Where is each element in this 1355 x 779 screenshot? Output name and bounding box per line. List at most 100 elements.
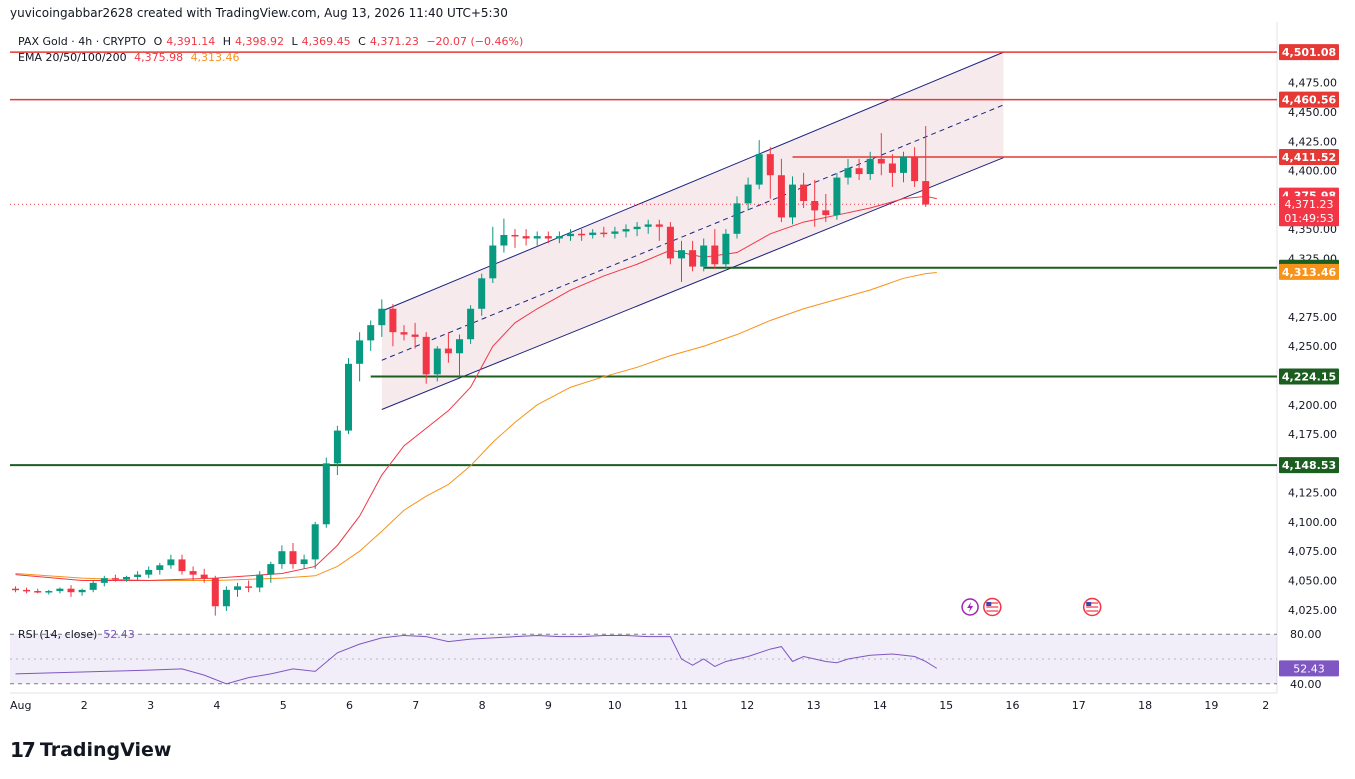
level-tag-5-bg (1279, 457, 1339, 474)
rsi-label[interactable]: RSI (14, close) (18, 628, 98, 641)
candle-body (533, 236, 541, 239)
ema20-value: 4,375.98 (134, 51, 184, 64)
candle-body (289, 551, 297, 565)
candle-body (478, 278, 486, 309)
candle-body (766, 154, 774, 176)
candle-body (500, 234, 508, 246)
tradingview-logo[interactable]: 17 TradingView (10, 738, 171, 762)
candle-body (256, 574, 264, 588)
price-tag-bg-1 (1279, 196, 1339, 227)
ema20-line (15, 195, 937, 581)
y-tick-label: 4,425.00 (1288, 135, 1337, 148)
x-tick-label: 3 (147, 699, 154, 712)
candle-body (633, 226, 641, 230)
candle-body (145, 569, 153, 575)
candle-body (755, 154, 763, 185)
close-value: 4,371.23 (369, 35, 419, 48)
low-value: 4,369.45 (301, 35, 351, 48)
candle-body (589, 232, 597, 235)
candle-body (156, 565, 164, 570)
rsi-line (15, 634, 938, 685)
rsi-value-tag: 52.43 (1293, 662, 1325, 675)
candle-body (267, 564, 275, 575)
y-tick-label: 4,075.00 (1288, 545, 1337, 558)
tradingview-logo-icon: 17 (10, 738, 36, 762)
rsi-upper-label: 80.00 (1290, 628, 1322, 641)
close-label: C (358, 35, 366, 48)
candle-body (89, 582, 97, 590)
channel-fill (381, 52, 1004, 410)
x-tick-label: 18 (1138, 699, 1152, 712)
x-tick-label: Aug (10, 699, 31, 712)
y-tick-label: 4,250.00 (1288, 340, 1337, 353)
y-tick-label: 4,175.00 (1288, 428, 1337, 441)
candle-body (888, 163, 896, 173)
open-label: O (153, 35, 163, 48)
symbol-legend[interactable]: PAX Gold · 4h · CRYPTO O 4,391.14 H 4,398.… (18, 35, 527, 48)
candle-body (511, 234, 519, 237)
y-tick-label: 4,475.00 (1288, 77, 1337, 90)
y-tick-label: 4,200.00 (1288, 399, 1337, 412)
y-tick-label: 4,025.00 (1288, 604, 1337, 617)
candle-body (700, 245, 708, 267)
candle-body (356, 340, 364, 364)
candle-body (45, 591, 53, 593)
x-tick-label: 6 (346, 699, 353, 712)
candle-body (922, 181, 930, 205)
flag-canton (1086, 602, 1092, 606)
level-tag-2-bg (1279, 149, 1339, 166)
x-tick-label: 9 (545, 699, 552, 712)
candle-body (389, 308, 397, 333)
x-tick-label: 5 (280, 699, 287, 712)
candle-body (555, 236, 563, 239)
channel-upper-line (381, 51, 1004, 312)
lightning-glyph-icon (967, 602, 974, 612)
candle-body (622, 229, 630, 232)
candle-body (833, 177, 841, 216)
level-tag-0: 4,501.08 (1282, 46, 1336, 59)
candle-body (644, 224, 652, 227)
x-tick-label: 19 (1204, 699, 1218, 712)
rsi-band (10, 634, 1277, 684)
candle-body (567, 233, 574, 237)
candle-body (311, 524, 319, 560)
candle-body (222, 589, 230, 607)
candle-body (900, 156, 907, 173)
ema-label[interactable]: EMA 20/50/100/200 (18, 51, 127, 64)
ema50-value: 4,313.46 (190, 51, 240, 64)
candle-body (811, 201, 819, 211)
candle-body (78, 589, 86, 593)
x-tick-label: 2 (1262, 699, 1269, 712)
low-label: L (291, 35, 298, 48)
candle-body (544, 236, 552, 239)
candle-body (822, 210, 830, 216)
candle-body (866, 158, 874, 175)
open-value: 4,391.14 (166, 35, 216, 48)
candle-body (211, 578, 219, 607)
candle-body (411, 334, 419, 337)
candle-body (467, 308, 475, 340)
x-tick-label: 8 (479, 699, 486, 712)
candles (12, 126, 930, 616)
rsi-legend[interactable]: RSI (14, close) 52.43 (18, 628, 135, 641)
level-tag-1: 4,460.56 (1282, 94, 1337, 107)
ema-legend[interactable]: EMA 20/50/100/200 4,375.98 4,313.46 (18, 51, 244, 64)
candle-body (300, 559, 308, 565)
candle-body (34, 591, 42, 593)
candle-body (678, 250, 685, 259)
x-tick-label: 15 (939, 699, 953, 712)
candle-body (367, 325, 375, 341)
candle-body (167, 559, 175, 566)
candle-body (333, 430, 341, 464)
candle-body (422, 336, 430, 375)
rsi-tag-bg (1279, 660, 1339, 677)
candle-body (100, 578, 108, 583)
candle-body (877, 158, 885, 164)
level-tag-4-bg (1279, 368, 1339, 385)
symbol-name[interactable]: PAX Gold · 4h · CRYPTO (18, 35, 147, 48)
candle-body (123, 576, 130, 580)
rsi-value: 52.43 (103, 628, 135, 641)
y-tick-label: 4,450.00 (1288, 106, 1337, 119)
candle-body (400, 332, 408, 335)
